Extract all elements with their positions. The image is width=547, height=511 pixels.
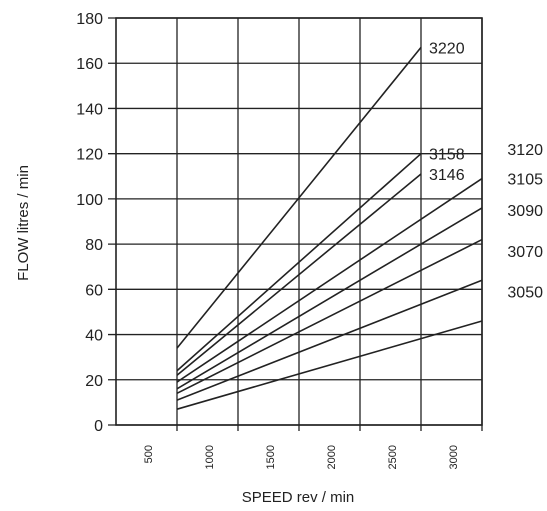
series-label-3105: 3105 <box>507 172 543 189</box>
series-line-3146 <box>176 173 422 376</box>
y-tick-label: 20 <box>85 373 103 390</box>
series-line-3050 <box>176 320 483 410</box>
series-label-3146: 3146 <box>429 167 465 184</box>
series-labels: 3220 3158 3146 3120 3105 3090 3070 3050 <box>429 40 543 301</box>
y-axis-label: FLOW litres / min <box>15 165 32 281</box>
y-tick-label: 60 <box>85 282 103 299</box>
x-tick-label: 3000 <box>448 445 460 469</box>
series-label-3050: 3050 <box>507 285 543 302</box>
y-tick-label: 120 <box>76 147 103 164</box>
x-tick-label: 500 <box>143 445 155 463</box>
y-tick-label: 0 <box>94 418 103 435</box>
series-line-3158 <box>176 153 422 372</box>
grid <box>108 17 483 431</box>
y-axis-ticks: 0 20 40 60 80 100 120 140 160 180 <box>76 11 103 435</box>
y-tick-label: 140 <box>76 101 103 118</box>
series-line-3105 <box>176 207 483 390</box>
x-tick-label: 1000 <box>204 445 216 469</box>
x-tick-label: 2000 <box>326 445 338 469</box>
series-line-3220 <box>176 46 422 349</box>
series-line-3120 <box>176 177 483 383</box>
series-label-3158: 3158 <box>429 147 465 164</box>
y-tick-label: 100 <box>76 192 103 209</box>
x-axis-ticks: 500 1000 1500 2000 2500 3000 <box>143 445 460 469</box>
series-lines <box>176 46 483 410</box>
y-tick-label: 160 <box>76 56 103 73</box>
y-tick-label: 40 <box>85 328 103 345</box>
x-tick-label: 2500 <box>387 445 399 469</box>
series-label-3090: 3090 <box>507 203 543 220</box>
x-tick-label: 1500 <box>265 445 277 469</box>
series-line-3090 <box>176 238 483 395</box>
series-label-3220: 3220 <box>429 40 465 57</box>
y-tick-label: 180 <box>76 11 103 28</box>
x-axis-label: SPEED rev / min <box>242 489 355 506</box>
series-label-3120: 3120 <box>507 142 543 159</box>
series-label-3070: 3070 <box>507 244 543 261</box>
y-tick-label: 80 <box>85 237 103 254</box>
series-line-3070 <box>176 279 483 401</box>
